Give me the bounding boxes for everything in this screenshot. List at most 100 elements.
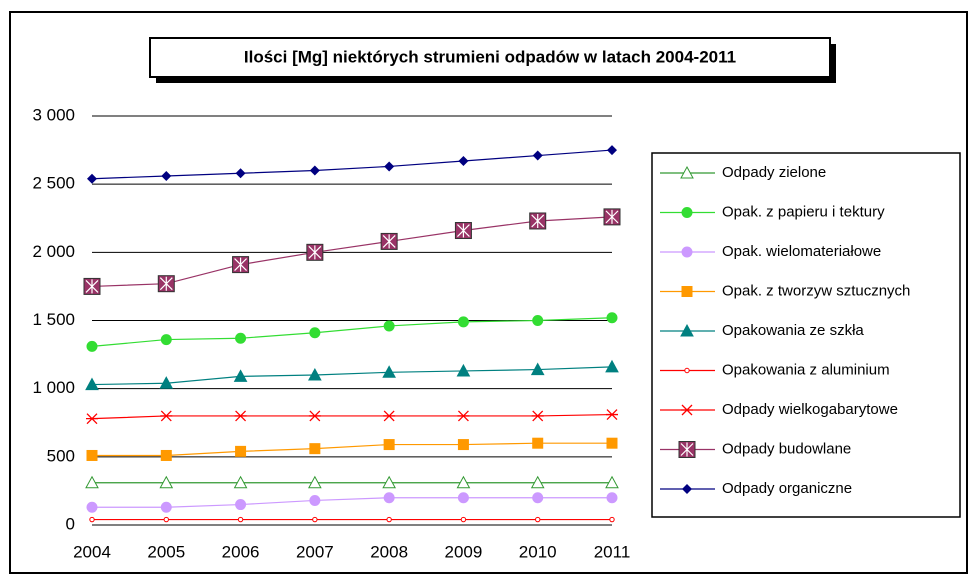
y-tick-label: 1 000 <box>32 378 75 397</box>
marker <box>383 410 396 422</box>
marker <box>681 207 693 218</box>
legend-label: Opak. z papieru i tektury <box>722 203 885 220</box>
marker <box>233 369 248 382</box>
marker <box>382 365 396 378</box>
marker <box>383 492 395 504</box>
marker <box>681 404 693 416</box>
marker <box>309 165 320 176</box>
marker <box>160 449 172 461</box>
marker <box>460 516 467 523</box>
x-tick-label: 2005 <box>147 542 185 561</box>
marker <box>681 246 693 258</box>
marker-detail <box>605 209 619 224</box>
marker <box>235 499 247 511</box>
y-tick-label: 1 500 <box>32 310 75 329</box>
marker-detail <box>308 245 322 260</box>
marker <box>680 165 694 179</box>
marker <box>456 475 471 489</box>
y-tick-label: 2 000 <box>32 242 75 261</box>
marker <box>383 320 395 332</box>
marker <box>235 332 247 344</box>
marker <box>532 437 544 449</box>
chart-title: Ilości [Mg] niektórych strumieni odpadów… <box>244 47 736 66</box>
marker <box>605 475 619 489</box>
marker <box>606 437 618 449</box>
marker <box>457 492 469 504</box>
marker <box>457 410 470 422</box>
marker <box>530 362 545 376</box>
marker <box>606 312 618 324</box>
marker <box>386 516 392 523</box>
x-tick-label: 2010 <box>519 542 557 561</box>
marker <box>535 516 541 523</box>
marker <box>312 516 318 523</box>
marker <box>532 492 544 504</box>
legend-label: Odpady budowlane <box>722 440 851 457</box>
marker <box>308 367 322 381</box>
marker <box>684 367 690 374</box>
marker <box>531 410 544 422</box>
marker <box>682 484 692 494</box>
marker <box>86 501 98 513</box>
marker <box>609 516 615 523</box>
marker-detail <box>85 279 99 294</box>
x-tick-label: 2006 <box>222 542 260 561</box>
legend-label: Odpady wielkogabarytowe <box>722 401 898 418</box>
marker <box>163 516 169 523</box>
marker <box>160 334 172 346</box>
marker <box>532 315 544 326</box>
marker <box>234 410 247 422</box>
marker <box>308 410 321 422</box>
marker <box>606 409 618 421</box>
marker <box>235 445 247 457</box>
marker <box>235 168 246 179</box>
marker <box>233 475 248 489</box>
marker <box>86 449 98 461</box>
x-tick-label: 2007 <box>296 542 334 561</box>
marker <box>308 475 322 489</box>
marker <box>309 443 321 455</box>
series-line <box>91 149 613 180</box>
series-line <box>91 413 613 420</box>
marker-detail <box>457 223 470 238</box>
y-tick-label: 2 500 <box>32 174 75 193</box>
x-tick-label: 2004 <box>73 542 111 561</box>
marker <box>159 376 174 389</box>
marker <box>309 494 321 506</box>
marker-detail <box>680 442 694 457</box>
x-tick-label: 2011 <box>594 542 631 561</box>
y-tick-label: 0 <box>66 514 75 533</box>
legend-label: Opak. z tworzyw sztucznych <box>722 282 910 299</box>
marker <box>681 286 693 297</box>
marker <box>605 359 619 373</box>
marker <box>383 439 395 451</box>
title-box <box>149 37 831 78</box>
marker-detail <box>234 257 247 272</box>
marker <box>456 363 471 377</box>
series-line <box>92 497 612 508</box>
marker <box>86 413 98 425</box>
marker <box>457 439 469 451</box>
y-tick-label: 500 <box>47 446 75 465</box>
marker <box>87 173 97 184</box>
legend-label: Opakowania ze szkła <box>722 322 864 339</box>
legend-label: Opakowania z aluminium <box>722 361 890 378</box>
marker <box>384 161 395 172</box>
series-line <box>91 366 613 386</box>
marker <box>160 501 172 513</box>
series-line <box>91 216 613 288</box>
y-tick-label: 3 000 <box>32 105 75 124</box>
marker <box>458 155 469 166</box>
marker-detail <box>531 213 545 228</box>
marker <box>382 475 396 489</box>
marker <box>85 377 99 391</box>
legend-label: Opak. wielomateriałowe <box>722 243 881 260</box>
marker <box>237 516 244 523</box>
marker <box>532 150 543 161</box>
marker <box>680 323 694 337</box>
marker <box>607 145 617 156</box>
legend-label: Odpady organiczne <box>722 480 852 497</box>
marker-detail <box>382 234 396 249</box>
marker <box>89 516 95 523</box>
